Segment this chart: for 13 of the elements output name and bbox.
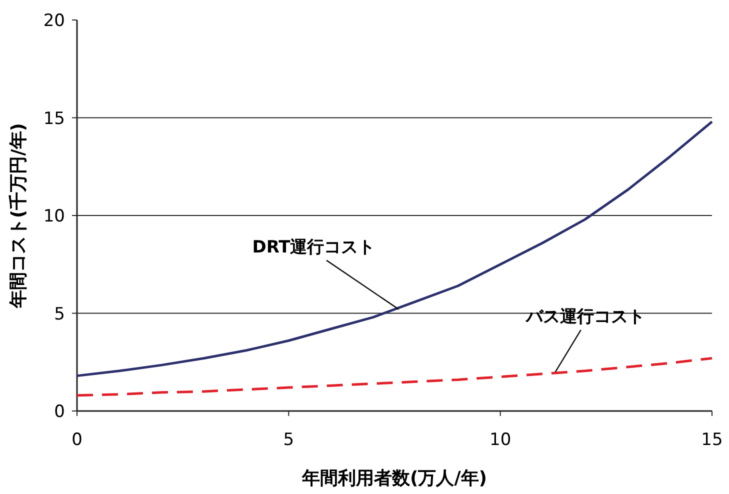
x-axis-title: 年間利用者数(万人/年)	[300, 468, 488, 489]
x-tick-label: 0	[72, 430, 82, 450]
y-tick-label: 0	[54, 402, 65, 422]
y-tick-label: 5	[54, 304, 65, 324]
y-tick-label: 20	[43, 11, 65, 31]
x-tick-label: 5	[283, 430, 294, 450]
x-tick-label: 10	[490, 430, 512, 450]
y-axis-title: 年間コスト(千万円/年)	[8, 122, 29, 310]
y-tick-label: 10	[43, 206, 65, 226]
x-tick-label: 15	[701, 430, 723, 450]
annotation: バス運行コスト	[524, 306, 645, 327]
annotation: DRT運行コスト	[252, 237, 376, 258]
y-tick-label: 15	[43, 108, 65, 129]
